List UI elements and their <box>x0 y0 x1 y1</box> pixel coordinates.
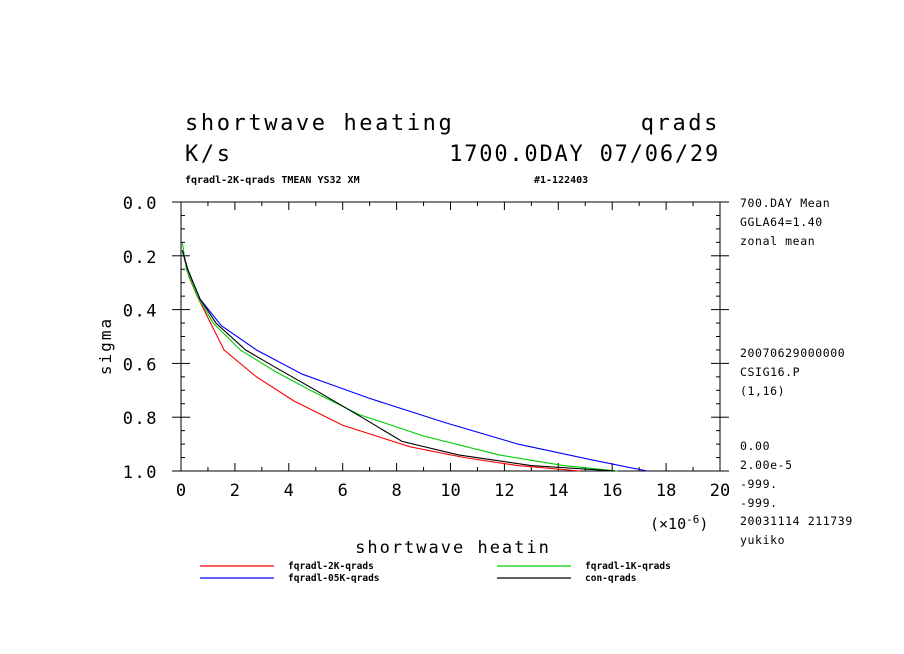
x-axis-label: shortwave heatin <box>355 538 551 558</box>
legend-label: fqradl-05K-qrads <box>288 573 380 584</box>
side-info-line: 2.00e-5 <box>740 458 793 472</box>
side-info-line: zonal mean <box>740 234 815 248</box>
legend-label: fqradl-2K-qrads <box>288 561 374 572</box>
y-tick-label: 0.6 <box>123 355 158 375</box>
x-scale-note-exp: -6 <box>686 513 699 526</box>
x-tick-label: 18 <box>656 481 676 501</box>
chart-title-right: qrads <box>641 111 720 136</box>
x-tick-label: 14 <box>548 481 568 501</box>
y-tick-label: 0.8 <box>123 409 158 429</box>
units-label: K/s <box>185 142 233 167</box>
side-info-line: -999. <box>740 477 778 491</box>
series-line-fqradl-05K-qrads <box>181 250 648 472</box>
y-axis-label: sigma <box>96 317 115 375</box>
axes: 0 2 4 6 8 10 12 14 16 18 20 0.0 0.2 0.4 0.6 0.8 1.0 <box>123 194 730 501</box>
x-tick-label: 8 <box>391 481 401 501</box>
side-info-line: 0.00 <box>740 439 770 453</box>
y-tick-label: 0.0 <box>123 194 158 214</box>
x-tick-label: 4 <box>284 481 294 501</box>
time-label: 1700.0DAY 07/06/29 <box>449 142 720 167</box>
side-info-line: -999. <box>740 496 778 510</box>
series-line-fqradl-2K-qrads <box>183 255 580 472</box>
y-tick-label: 0.4 <box>123 302 158 322</box>
side-info-line: GGLA64=1.40 <box>740 215 823 229</box>
side-info-line: (1,16) <box>740 384 785 398</box>
legend-label: con-qrads <box>585 573 636 584</box>
x-tick-label: 10 <box>440 481 460 501</box>
legend: fqradl-2K-qrads fqradl-1K-qrads fqradl-05K… <box>200 561 671 584</box>
series-line-fqradl-1K-qrads <box>181 242 618 472</box>
x-scale-note-base: (×10 <box>650 515 686 533</box>
y-tick-label: 0.2 <box>123 248 158 268</box>
side-info-line: 20070629000000 <box>740 346 845 360</box>
subtitle: fqradl-2K-qrads TMEAN YS32 XM <box>185 175 360 186</box>
side-info-line: yukiko <box>740 533 785 547</box>
series-line-con-qrads <box>181 250 615 472</box>
legend-label: fqradl-1K-qrads <box>585 561 671 572</box>
x-tick-label: 16 <box>602 481 622 501</box>
x-tick-label: 20 <box>710 481 730 501</box>
x-tick-label: 6 <box>338 481 348 501</box>
x-scale-note: (×10-6) <box>650 513 708 533</box>
side-info: 700.DAY Mean GGLA64=1.40 zonal mean 2007062… <box>740 196 853 547</box>
run-id: #1-122403 <box>534 175 588 186</box>
x-tick-label: 0 <box>176 481 186 501</box>
chart-title: shortwave heating <box>185 111 454 136</box>
x-scale-note-close: ) <box>699 515 708 533</box>
series-group <box>181 242 648 472</box>
x-tick-label: 12 <box>494 481 514 501</box>
side-info-line: 20031114 211739 <box>740 514 853 528</box>
plot-frame <box>180 201 721 472</box>
side-info-line: CSIG16.P <box>740 365 800 379</box>
y-tick-label: 1.0 <box>123 463 158 483</box>
side-info-line: 700.DAY Mean <box>740 196 830 210</box>
x-tick-label: 2 <box>230 481 240 501</box>
